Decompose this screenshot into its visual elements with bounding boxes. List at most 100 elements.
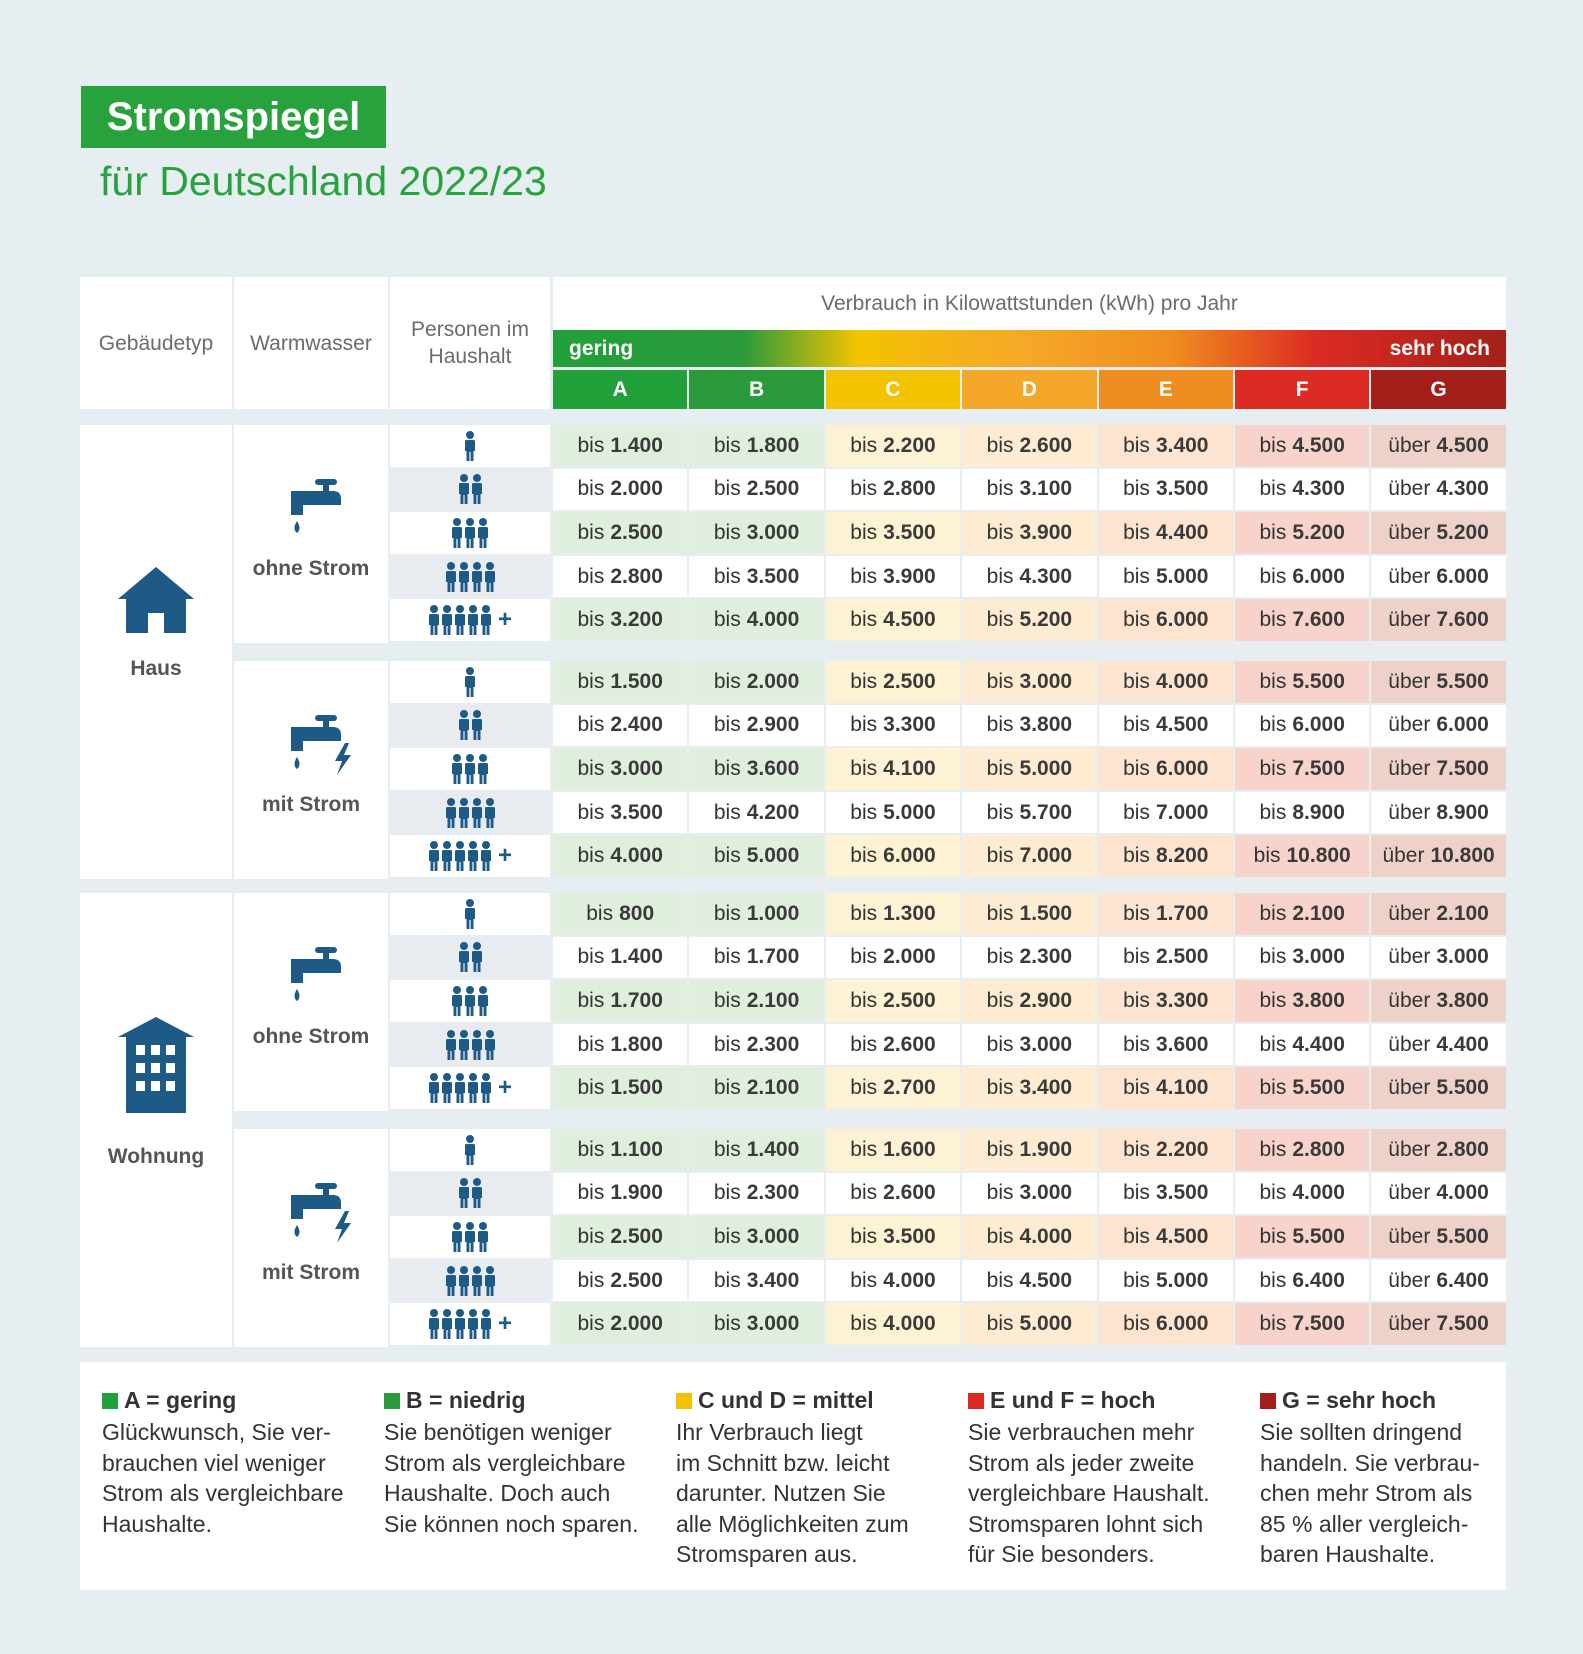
cell-prefix: bis: [1259, 1076, 1287, 1100]
cell-value: 3.000: [610, 756, 663, 780]
consumption-cell: bis 1.800: [553, 1023, 688, 1066]
consumption-cell: bis 2.000: [689, 661, 824, 703]
consumption-cell: bis 5.700: [962, 791, 1097, 834]
water-cell: [234, 425, 388, 643]
class-header: D: [962, 370, 1097, 409]
cell-prefix: über: [1388, 1224, 1431, 1248]
cell-prefix: bis: [577, 564, 605, 588]
column-header: Personen im Haushalt: [390, 277, 550, 409]
cell-value: 7.500: [1436, 756, 1489, 780]
persons-cell: +: [390, 1303, 550, 1345]
cell-value: 1.400: [746, 1137, 800, 1161]
cell-prefix: bis: [577, 1181, 605, 1205]
person-icon: [480, 841, 492, 872]
faucet-icon: [285, 477, 357, 539]
legend-swatch: [384, 1392, 400, 1409]
cell-value: 2.300: [1019, 945, 1073, 969]
person-icon: [471, 710, 483, 741]
cell-prefix: bis: [1123, 1076, 1150, 1100]
cell-prefix: bis: [850, 669, 878, 693]
cell-prefix: bis: [1259, 669, 1287, 693]
cell-value: 4.100: [1155, 1076, 1209, 1100]
legend-title: A = gering: [102, 1387, 236, 1414]
person-icon: [471, 1029, 483, 1060]
consumption-cell: bis 2.700: [825, 1067, 961, 1109]
consumption-cell: bis 4.100: [1098, 1067, 1233, 1109]
consumption-cell: bis 3.000: [689, 512, 824, 554]
persons-cell: [390, 1216, 550, 1258]
consumption-cell: bis 6.000: [1235, 555, 1370, 598]
persons-cell: [390, 980, 550, 1022]
cell-value: 5.500: [1436, 1224, 1489, 1248]
cell-value: 5.000: [883, 800, 936, 824]
person-icon: [477, 517, 489, 548]
cell-prefix: bis: [850, 800, 878, 824]
legend-text: Sie sollten dringend handeln. Sie verbra…: [1260, 1419, 1480, 1567]
consumption-cell: bis 2.000: [553, 1303, 688, 1345]
consumption-cell: bis 4.500: [825, 599, 961, 641]
legend-text: Sie verbrauchen mehr Strom als jeder zwe…: [968, 1419, 1210, 1567]
cell-value: 2.600: [883, 1181, 936, 1205]
cell-prefix: bis: [850, 1076, 878, 1100]
consumption-cell: bis 7.000: [962, 835, 1097, 877]
cell-prefix: bis: [1123, 945, 1150, 969]
cell-prefix: bis: [713, 1268, 741, 1292]
persons-cell: [390, 425, 550, 467]
cell-prefix: bis: [986, 988, 1014, 1012]
cell-prefix: bis: [986, 756, 1014, 780]
cell-value: 4.000: [610, 844, 663, 868]
consumption-cell: bis 1.700: [553, 980, 688, 1022]
consumption-cell: bis 3.000: [962, 1023, 1097, 1066]
cell-value: 7.000: [1155, 800, 1209, 824]
cell-value: 4.300: [1019, 564, 1073, 588]
consumption-cell: bis 4.300: [962, 555, 1097, 598]
consumption-cell: über 4.400: [1371, 1023, 1506, 1066]
consumption-cell: bis 5.000: [962, 748, 1097, 790]
consumption-cell: bis 2.100: [1235, 893, 1370, 935]
persons-cell: [390, 893, 550, 935]
cell-value: 4.300: [1436, 477, 1489, 501]
cell-value: 2.500: [883, 988, 936, 1012]
cell-prefix: bis: [1259, 1224, 1287, 1248]
person-icon: [471, 561, 483, 592]
cell-prefix: bis: [986, 901, 1014, 925]
cell-value: 4.400: [1292, 1032, 1345, 1056]
consumption-cell: bis 5.000: [825, 791, 961, 834]
cell-value: 5.200: [1292, 520, 1345, 544]
cell-prefix: bis: [986, 1268, 1014, 1292]
water-label: mit Strom: [261, 793, 360, 816]
cell-prefix: über: [1388, 477, 1431, 501]
person-icon: [454, 1309, 466, 1340]
person-icon: [480, 1073, 492, 1104]
person-icon: [458, 561, 470, 592]
cell-prefix: über: [1388, 1181, 1431, 1205]
consumption-cell: bis 2.500: [825, 980, 961, 1022]
person-icon: [464, 1221, 476, 1252]
cell-prefix: bis: [1123, 520, 1150, 544]
cell-prefix: bis: [577, 1076, 605, 1100]
cell-value: 1.000: [746, 901, 800, 925]
consumption-cell: bis 1.400: [553, 425, 688, 467]
consumption-cell: bis 1.400: [689, 1129, 824, 1171]
person-icon: [458, 474, 470, 505]
consumption-cell: bis 1.700: [689, 936, 824, 979]
cell-prefix: bis: [1259, 901, 1287, 925]
cell-value: 6.000: [1292, 564, 1345, 588]
consumption-cell: bis 6.000: [1098, 1303, 1233, 1345]
cell-prefix: bis: [713, 477, 741, 501]
cell-prefix: bis: [713, 433, 741, 457]
cell-value: 4.500: [883, 608, 936, 632]
person-icon: [477, 985, 489, 1016]
cell-prefix: bis: [986, 477, 1014, 501]
cell-value: 2.100: [746, 1076, 800, 1100]
cell-value: 1.900: [610, 1181, 663, 1205]
consumption-cell: bis 1.900: [962, 1129, 1097, 1171]
cell-prefix: bis: [577, 433, 605, 457]
consumption-cell: bis 6.000: [825, 835, 961, 877]
cell-value: 5.000: [1019, 1312, 1073, 1336]
consumption-cell: bis 10.800: [1235, 835, 1370, 877]
consumption-label: Verbrauch in Kilowattstunden (kWh) pro J…: [553, 277, 1506, 330]
persons-more: +: [497, 842, 512, 870]
consumption-cell: bis 2.800: [1235, 1129, 1370, 1171]
cell-value: 1.400: [610, 433, 663, 457]
